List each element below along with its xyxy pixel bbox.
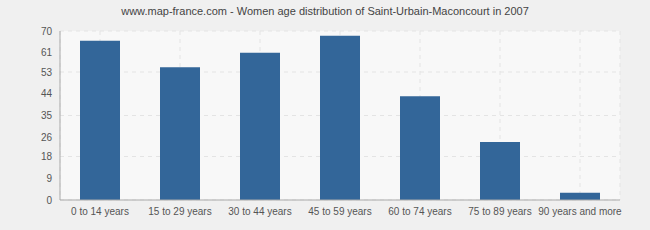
svg-text:26: 26 <box>41 132 53 143</box>
svg-text:75 to 89 years: 75 to 89 years <box>468 206 531 217</box>
svg-text:35: 35 <box>41 110 53 121</box>
html-text:www.map-france.com - Women age: www.map-france.com - Women age distribut… <box>121 5 529 17</box>
svg-text:70: 70 <box>41 26 53 37</box>
svg-text:61: 61 <box>41 47 53 58</box>
svg-text:15 to 29 years: 15 to 29 years <box>148 206 211 217</box>
svg-text:30 to 44 years: 30 to 44 years <box>228 206 291 217</box>
svg-text:0 to 14 years: 0 to 14 years <box>71 206 129 217</box>
svg-text:0: 0 <box>46 195 52 206</box>
svg-text:9: 9 <box>46 173 52 184</box>
svg-text:90 years and more: 90 years and more <box>538 206 622 217</box>
svg-text:44: 44 <box>41 88 53 99</box>
svg-text:45 to 59 years: 45 to 59 years <box>308 206 371 217</box>
svg-text:18: 18 <box>41 151 53 162</box>
svg-text:60 to 74 years: 60 to 74 years <box>388 206 451 217</box>
svg-text:53: 53 <box>41 67 53 78</box>
